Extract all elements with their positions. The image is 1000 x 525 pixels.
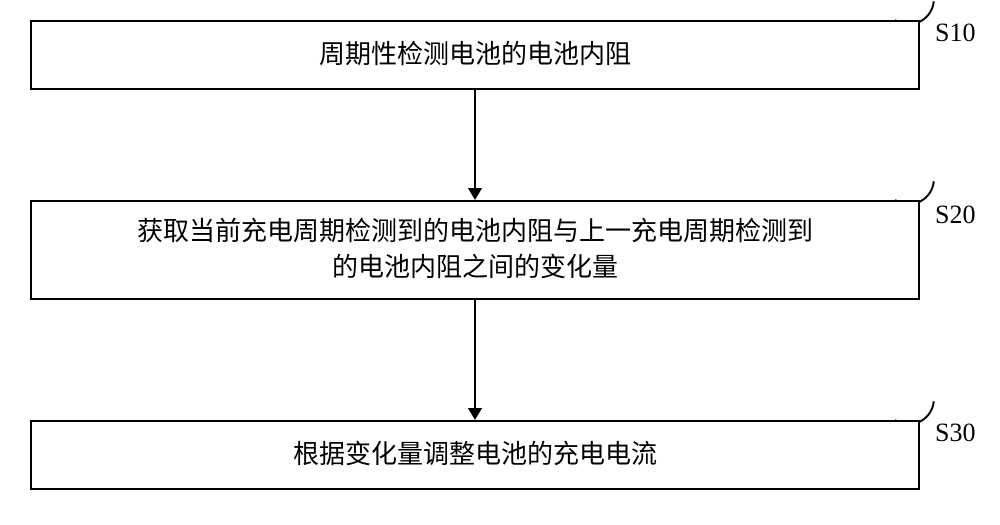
edge-arrowhead-s10-s20 [468,188,482,200]
flow-step-label-s20: S20 [935,200,975,230]
edge-arrowhead-s20-s30 [468,408,482,420]
flowchart-canvas: 周期性检测电池的电池内阻 S10 获取当前充电周期检测到的电池内阻与上一充电周期检测… [0,0,1000,525]
flow-step-label-s10: S10 [935,18,975,48]
flow-node-text: 周期性检测电池的电池内阻 [319,37,631,73]
flow-node-s10: 周期性检测电池的电池内阻 [30,20,920,90]
flow-step-label-s30: S30 [935,418,975,448]
flow-node-text: 获取当前充电周期检测到的电池内阻与上一充电周期检测到 的电池内阻之间的变化量 [137,214,813,287]
flow-node-s20: 获取当前充电周期检测到的电池内阻与上一充电周期检测到 的电池内阻之间的变化量 [30,200,920,300]
flow-node-text: 根据变化量调整电池的充电电流 [293,437,657,473]
flow-node-s30: 根据变化量调整电池的充电电流 [30,420,920,490]
